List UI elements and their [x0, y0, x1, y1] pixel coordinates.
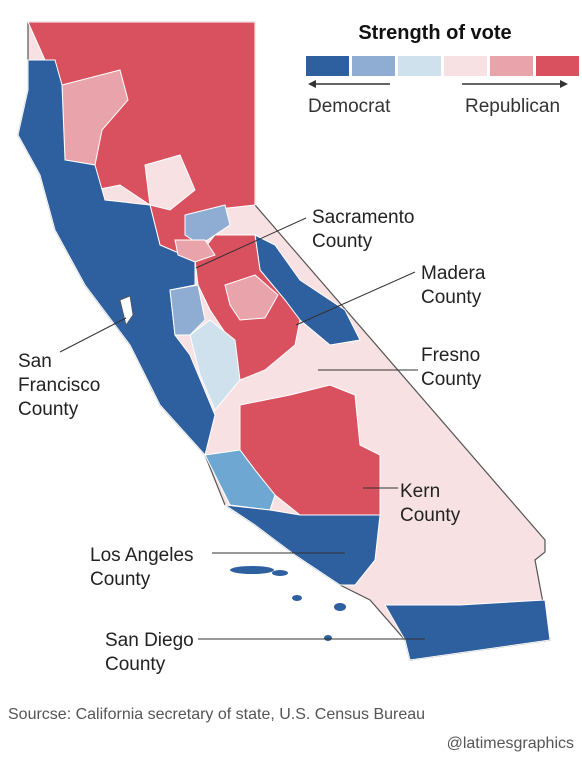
callout-madera: Madera County	[421, 262, 485, 310]
callout-line: County	[18, 399, 79, 420]
legend-swatch	[352, 56, 395, 76]
callout-kern: Kern County	[400, 480, 460, 528]
source-note: Sourcse: California secretary of state, …	[8, 706, 426, 723]
callout-line: San	[18, 351, 52, 372]
region-los-angeles-strong-democrat	[224, 504, 381, 586]
callout-line: County	[312, 231, 373, 252]
callout-los-angeles: Los Angeles County	[90, 544, 194, 592]
sacramento-leader	[195, 217, 307, 269]
legend-swatch	[490, 56, 533, 76]
island	[230, 566, 274, 574]
credit-link[interactable]: @latimesgraphics	[446, 735, 574, 752]
callout-line: Los Angeles	[90, 545, 194, 566]
legend-swatches	[306, 56, 579, 76]
legend-swatch	[444, 56, 487, 76]
democrat-arrow-head	[308, 80, 316, 88]
callout-line: County	[421, 287, 482, 308]
legend-swatch	[306, 56, 349, 76]
callout-line: San Diego	[105, 630, 194, 651]
callout-line: County	[90, 569, 151, 590]
callout-line: County	[105, 654, 166, 675]
madera-leader	[295, 271, 416, 326]
region-central-lean-democrat	[189, 319, 241, 411]
legend-republican-label: Republican	[465, 96, 561, 117]
callout-line: Kern	[400, 481, 441, 502]
callout-line: Fresno	[421, 345, 481, 366]
region-sacramento-pink	[174, 239, 216, 263]
callout-line: County	[421, 369, 482, 390]
island	[324, 635, 332, 641]
callout-line: Sacramento	[312, 207, 415, 228]
legend-swatch	[536, 56, 579, 76]
republican-arrow-head	[560, 80, 568, 88]
region-north-lean-republican	[144, 154, 196, 211]
region-san-diego-strong-democrat	[384, 599, 551, 661]
region-central-coast-moderate-democrat	[204, 449, 276, 511]
callout-san-francisco: San Francisco County	[18, 350, 100, 422]
san-francisco-leader	[59, 317, 127, 353]
island	[292, 595, 302, 601]
san-francisco-bay	[119, 295, 134, 326]
callout-san-diego: San Diego County	[105, 629, 194, 677]
callout-sacramento: Sacramento County	[312, 206, 414, 254]
island	[272, 570, 288, 576]
region-valley-moderate-republican	[224, 274, 279, 321]
legend-title: Strength of vote	[358, 22, 512, 44]
legend-democrat-label: Democrat	[308, 96, 391, 117]
callout-fresno: Fresno County	[421, 344, 481, 392]
legend-swatch	[398, 56, 441, 76]
island	[334, 603, 346, 611]
region-central-moderate-democrat	[169, 284, 206, 336]
callout-line: County	[400, 505, 461, 526]
callout-line: Francisco	[18, 375, 101, 396]
region-sacramento-area-lean	[184, 204, 231, 246]
callout-line: Madera	[421, 263, 486, 284]
